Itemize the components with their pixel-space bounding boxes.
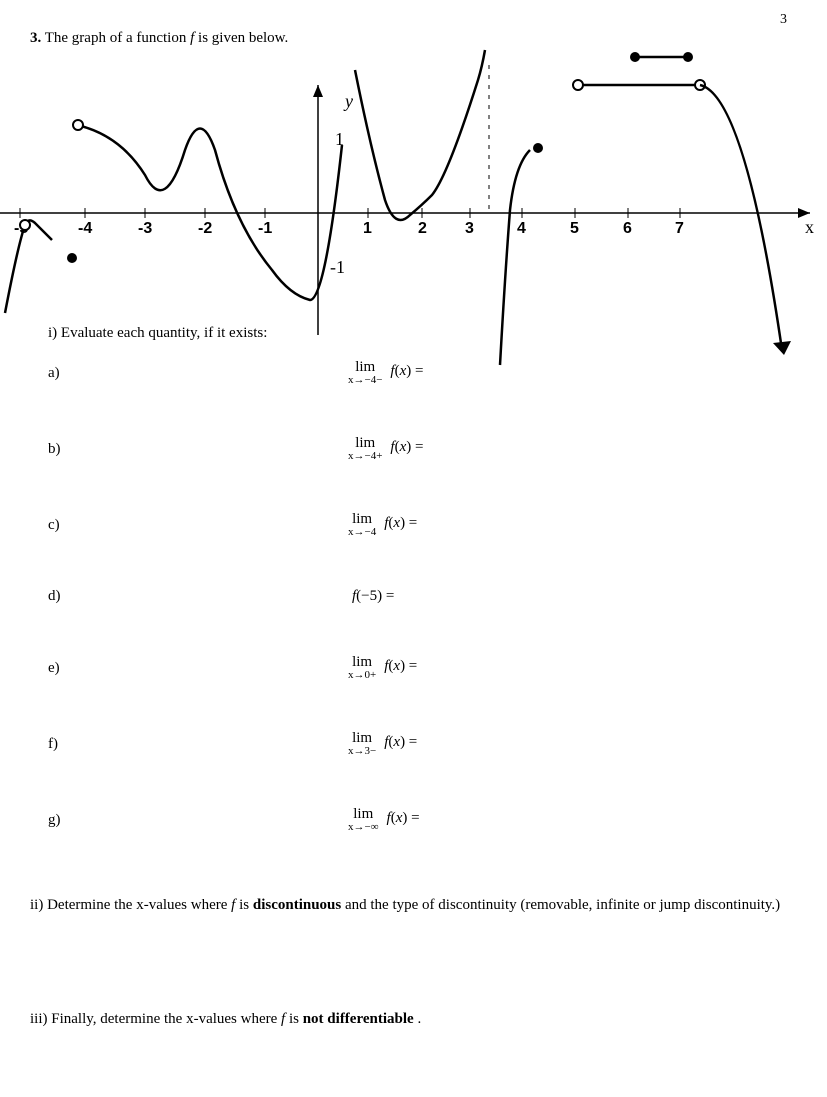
- svg-text:1: 1: [363, 220, 372, 237]
- svg-text:2: 2: [418, 220, 427, 237]
- part-ii-disc: discontinuous: [253, 897, 341, 913]
- part-iii-prefix: iii) Finally, determine the x-values whe…: [30, 1011, 281, 1027]
- part-iii: iii) Finally, determine the x-values whe…: [30, 1011, 807, 1028]
- svg-text:3: 3: [465, 220, 474, 237]
- header-fvar: f: [190, 30, 194, 46]
- svg-text:4: 4: [517, 220, 526, 237]
- part-label: g): [48, 812, 348, 829]
- limit-operator: limx→−4: [348, 512, 376, 538]
- part-iii-notdiff: not differentiable: [303, 1011, 414, 1027]
- svg-text:-3: -3: [138, 220, 152, 237]
- part-iii-f: f: [281, 1011, 285, 1027]
- svg-text:-4: -4: [78, 220, 92, 237]
- part-label: d): [48, 588, 348, 605]
- limit-expression: limx→−4 f(x) =: [348, 512, 417, 538]
- limit-expression: limx→3− f(x) =: [348, 731, 417, 757]
- limit-rhs: f(−5) =: [352, 588, 394, 605]
- svg-text:-1: -1: [258, 220, 272, 237]
- limit-rhs: f(x) =: [384, 515, 417, 532]
- part-label: e): [48, 660, 348, 677]
- limit-operator: limx→0+: [348, 655, 376, 681]
- limit-expression: f(−5) =: [348, 588, 394, 605]
- x-axis-labels: -5 -4 -3 -2 -1 1 2 3 4 5 6 7: [14, 220, 684, 237]
- part-ii-mid: is: [239, 897, 253, 913]
- limit-operator: limx→−4−: [348, 360, 382, 386]
- part-row: f)limx→3− f(x) =: [48, 731, 807, 757]
- part-ii: ii) Determine the x-values where f is di…: [30, 895, 807, 916]
- part-row: g)limx→−∞ f(x) =: [48, 807, 807, 833]
- part-iii-mid: is: [289, 1011, 303, 1027]
- svg-text:6: 6: [623, 220, 632, 237]
- part-row: d)f(−5) =: [48, 588, 807, 605]
- limit-expression: limx→−4+ f(x) =: [348, 436, 423, 462]
- limit-rhs: f(x) =: [390, 439, 423, 456]
- graph: -5 -4 -3 -2 -1 1 2 3 4 5 6 7 1 -1 x y: [0, 45, 820, 315]
- part-label: a): [48, 365, 348, 382]
- part-row: b)limx→−4+ f(x) =: [48, 436, 807, 462]
- svg-text:-1: -1: [330, 257, 345, 277]
- limit-rhs: f(x) =: [384, 734, 417, 751]
- part-label: f): [48, 736, 348, 753]
- part-ii-f: f: [231, 897, 235, 913]
- part-label: c): [48, 517, 348, 534]
- part-row: c)limx→−4 f(x) =: [48, 512, 807, 538]
- header-text-1: The graph of a function: [45, 30, 190, 46]
- part-iii-suffix: .: [417, 1011, 421, 1027]
- limit-operator: limx→3−: [348, 731, 376, 757]
- part-row: e)limx→0+ f(x) =: [48, 655, 807, 681]
- svg-text:y: y: [343, 91, 353, 111]
- svg-text:x: x: [805, 217, 814, 237]
- svg-text:5: 5: [570, 220, 579, 237]
- header-text-2: is given below.: [198, 30, 288, 46]
- page-number: 3: [780, 12, 787, 28]
- svg-text:-2: -2: [198, 220, 212, 237]
- limit-expression: limx→−∞ f(x) =: [348, 807, 420, 833]
- svg-text:7: 7: [675, 220, 684, 237]
- parts-list: a)limx→−4−f(x) =b)limx→−4+f(x) =c)limx→−…: [48, 360, 807, 865]
- part-label: b): [48, 441, 348, 458]
- limit-rhs: f(x) =: [384, 658, 417, 675]
- part-ii-prefix: ii) Determine the x-values where: [30, 897, 231, 913]
- limit-expression: limx→0+ f(x) =: [348, 655, 417, 681]
- part-ii-suffix: and the type of discontinuity (removable…: [345, 897, 780, 913]
- limit-expression: limx→−4− f(x) =: [348, 360, 423, 386]
- limit-operator: limx→−4+: [348, 436, 382, 462]
- limit-rhs: f(x) =: [390, 363, 423, 380]
- problem-number: 3.: [30, 30, 41, 46]
- limit-operator: limx→−∞: [348, 807, 379, 833]
- limit-rhs: f(x) =: [387, 810, 420, 827]
- part-row: a)limx→−4− f(x) =: [48, 360, 807, 386]
